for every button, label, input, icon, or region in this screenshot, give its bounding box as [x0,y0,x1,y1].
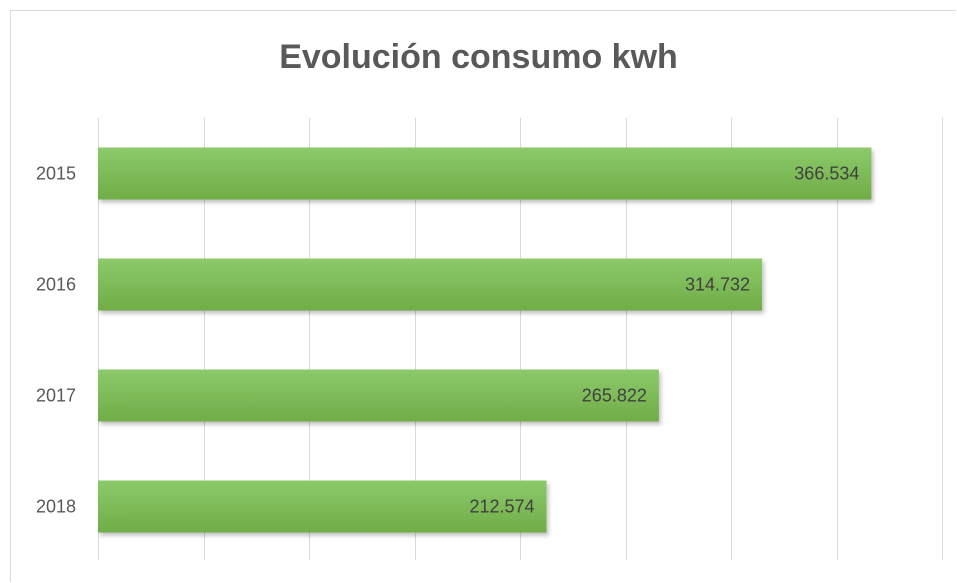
bar-2017 [98,369,659,422]
chart-area [10,10,956,582]
bar-2018 [98,480,547,533]
category-label-2015: 2015 [36,164,76,184]
bars [98,147,872,533]
data-label-2016: 314.732 [685,275,750,295]
chart-title: Evolución consumo kwh [279,38,678,76]
data-label-2017: 265.822 [582,386,647,406]
labels: 2015 366.534 2016 314.732 2017 265.822 2018 212… [36,164,859,517]
category-label-2017: 2017 [36,386,76,406]
bar-2016 [98,258,763,311]
bar-2015 [98,147,872,200]
data-label-2018: 212.574 [469,497,534,517]
data-label-2015: 366.534 [794,164,859,184]
category-label-2016: 2016 [36,275,76,295]
category-label-2018: 2018 [36,497,76,517]
